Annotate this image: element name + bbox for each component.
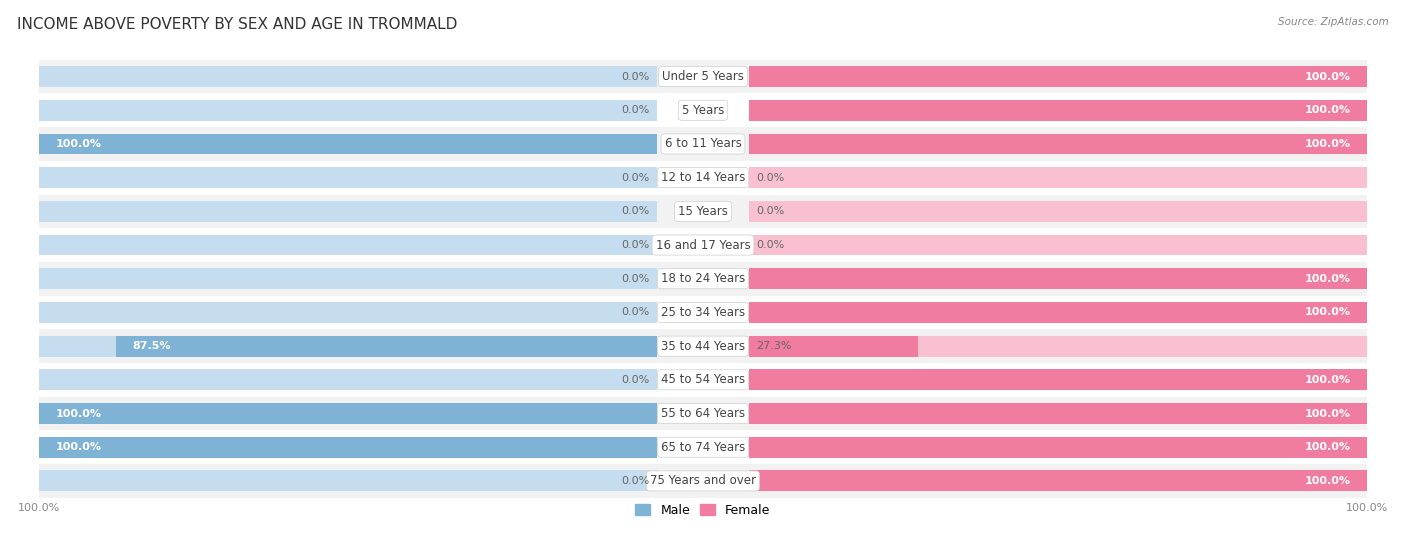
Bar bbox=[39, 363, 1367, 397]
Bar bbox=[749, 302, 1367, 323]
Bar bbox=[39, 397, 1367, 430]
Bar bbox=[749, 437, 1367, 458]
Text: 100.0%: 100.0% bbox=[1305, 105, 1351, 115]
Text: 100.0%: 100.0% bbox=[1305, 375, 1351, 385]
Text: 0.0%: 0.0% bbox=[621, 307, 650, 318]
Bar bbox=[749, 471, 1367, 491]
Text: 100.0%: 100.0% bbox=[55, 139, 101, 149]
Bar bbox=[39, 195, 1367, 228]
Bar bbox=[749, 437, 1367, 458]
Bar bbox=[39, 302, 657, 323]
Bar bbox=[39, 93, 1367, 127]
Text: 18 to 24 Years: 18 to 24 Years bbox=[661, 272, 745, 285]
Text: 100.0%: 100.0% bbox=[1305, 139, 1351, 149]
Bar bbox=[39, 403, 657, 424]
Bar bbox=[749, 471, 1367, 491]
Bar bbox=[39, 262, 1367, 296]
Bar bbox=[115, 336, 657, 357]
Bar bbox=[39, 329, 1367, 363]
Bar bbox=[39, 403, 657, 424]
Text: 0.0%: 0.0% bbox=[621, 375, 650, 385]
Text: 0.0%: 0.0% bbox=[621, 173, 650, 183]
Bar bbox=[749, 369, 1367, 390]
Bar bbox=[39, 336, 657, 357]
Bar bbox=[39, 161, 1367, 195]
Text: 100.0%: 100.0% bbox=[1305, 274, 1351, 284]
Text: 65 to 74 Years: 65 to 74 Years bbox=[661, 440, 745, 454]
Text: 55 to 64 Years: 55 to 64 Years bbox=[661, 407, 745, 420]
Bar bbox=[39, 66, 657, 87]
Bar bbox=[749, 302, 1367, 323]
Bar bbox=[749, 100, 1367, 121]
Text: 87.5%: 87.5% bbox=[132, 341, 172, 351]
Text: 5 Years: 5 Years bbox=[682, 104, 724, 117]
Text: Source: ZipAtlas.com: Source: ZipAtlas.com bbox=[1278, 17, 1389, 27]
Text: 0.0%: 0.0% bbox=[621, 72, 650, 82]
Bar bbox=[39, 430, 1367, 464]
Text: 100.0%: 100.0% bbox=[1305, 476, 1351, 486]
Bar bbox=[749, 336, 1367, 357]
Bar bbox=[749, 100, 1367, 121]
Text: 27.3%: 27.3% bbox=[756, 341, 792, 351]
Text: 35 to 44 Years: 35 to 44 Years bbox=[661, 340, 745, 353]
Bar bbox=[749, 66, 1367, 87]
Text: 0.0%: 0.0% bbox=[621, 105, 650, 115]
Text: 0.0%: 0.0% bbox=[621, 206, 650, 216]
Bar bbox=[39, 471, 657, 491]
Text: 25 to 34 Years: 25 to 34 Years bbox=[661, 306, 745, 319]
Text: 0.0%: 0.0% bbox=[621, 274, 650, 284]
Bar bbox=[749, 403, 1367, 424]
Bar bbox=[749, 201, 1367, 222]
Text: 0.0%: 0.0% bbox=[621, 476, 650, 486]
Bar bbox=[749, 134, 1367, 154]
Bar bbox=[39, 167, 657, 188]
Text: 0.0%: 0.0% bbox=[621, 240, 650, 250]
Bar bbox=[39, 134, 657, 154]
Bar bbox=[749, 167, 1367, 188]
Text: 100.0%: 100.0% bbox=[1305, 409, 1351, 419]
Bar bbox=[749, 235, 1367, 255]
Text: Under 5 Years: Under 5 Years bbox=[662, 70, 744, 83]
Legend: Male, Female: Male, Female bbox=[630, 499, 776, 522]
Bar bbox=[39, 100, 657, 121]
Text: 0.0%: 0.0% bbox=[756, 206, 785, 216]
Text: 12 to 14 Years: 12 to 14 Years bbox=[661, 171, 745, 184]
Bar bbox=[39, 134, 657, 154]
Bar bbox=[39, 228, 1367, 262]
Bar bbox=[39, 437, 657, 458]
Bar bbox=[39, 369, 657, 390]
Text: 16 and 17 Years: 16 and 17 Years bbox=[655, 239, 751, 252]
Text: 100.0%: 100.0% bbox=[1305, 442, 1351, 452]
Bar bbox=[39, 235, 657, 255]
Text: 45 to 54 Years: 45 to 54 Years bbox=[661, 373, 745, 386]
Bar bbox=[749, 66, 1367, 87]
Bar bbox=[39, 201, 657, 222]
Text: 15 Years: 15 Years bbox=[678, 205, 728, 218]
Bar bbox=[39, 296, 1367, 329]
Bar bbox=[749, 134, 1367, 154]
Text: 0.0%: 0.0% bbox=[756, 240, 785, 250]
Text: 100.0%: 100.0% bbox=[1305, 307, 1351, 318]
Bar bbox=[39, 268, 657, 289]
Bar bbox=[749, 268, 1367, 289]
Bar bbox=[749, 403, 1367, 424]
Text: 100.0%: 100.0% bbox=[55, 442, 101, 452]
Bar bbox=[39, 60, 1367, 93]
Bar bbox=[39, 127, 1367, 161]
Text: 100.0%: 100.0% bbox=[55, 409, 101, 419]
Text: 6 to 11 Years: 6 to 11 Years bbox=[665, 138, 741, 150]
Bar bbox=[39, 437, 657, 458]
Bar bbox=[749, 268, 1367, 289]
Bar bbox=[749, 369, 1367, 390]
Bar bbox=[749, 336, 918, 357]
Text: 0.0%: 0.0% bbox=[756, 173, 785, 183]
Text: 100.0%: 100.0% bbox=[1305, 72, 1351, 82]
Text: INCOME ABOVE POVERTY BY SEX AND AGE IN TROMMALD: INCOME ABOVE POVERTY BY SEX AND AGE IN T… bbox=[17, 17, 457, 32]
Bar bbox=[39, 464, 1367, 498]
Text: 75 Years and over: 75 Years and over bbox=[650, 475, 756, 487]
